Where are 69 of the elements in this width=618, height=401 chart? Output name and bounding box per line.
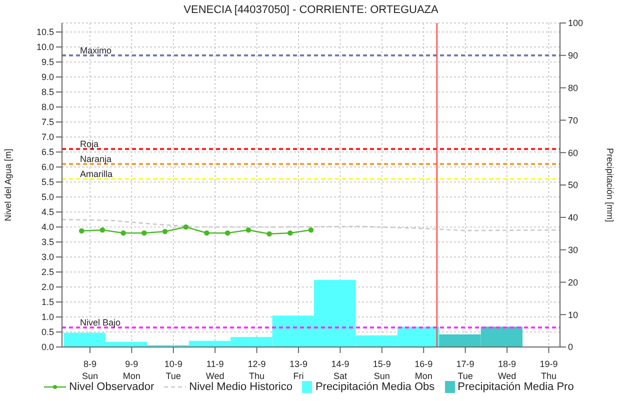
point	[224, 230, 230, 236]
x-tick-label: 10-9 Tue	[164, 359, 182, 381]
x-tick-label: 12-9 Thu	[248, 359, 266, 381]
y-tick-label: 1.0	[41, 312, 54, 322]
point	[142, 230, 147, 236]
x-tick-label: 8-9 Sun	[82, 359, 98, 381]
y2-tick-label: 50	[568, 180, 578, 190]
y-tick-label: 2.5	[41, 267, 54, 278]
y-tick-label: 7.5	[41, 117, 54, 128]
y2-tick-label: 70	[568, 115, 578, 126]
legend-label: Nivel Observador	[68, 381, 154, 393]
x-tick-label: 18-9 Wed	[498, 359, 516, 381]
y-tick-label: 5.5	[41, 177, 54, 188]
y2-tick-label: 20	[568, 277, 578, 288]
point	[120, 230, 126, 236]
y-tick-label: 3.0	[41, 252, 54, 262]
ref-line-label: Amarilla	[80, 169, 113, 179]
y2-tick-label: 0	[568, 342, 574, 352]
point	[287, 230, 293, 236]
y-tick-label: 6.5	[41, 147, 54, 158]
x-tick-label: 16-9 Mon	[414, 359, 433, 381]
x-tick-label: 17-9 Tue	[456, 359, 474, 381]
y-axis-title: Nivel del Agua [m]	[3, 148, 14, 222]
y2-axis-title: Precipitación [mm]	[604, 148, 615, 222]
x-tick-label: 11-9 Wed	[206, 359, 224, 381]
y-tick-label: 7.0	[41, 132, 54, 142]
y2-tick-label: 100	[568, 18, 584, 28]
x-tick-label: 9-9 Mon	[122, 359, 140, 381]
y-tick-label: 8.0	[41, 102, 54, 112]
y-tick-label: 9.0	[41, 72, 54, 82]
ref-line-label: Naranja	[80, 154, 112, 164]
y-tick-label: 10.0	[36, 42, 54, 52]
y-tick-label: 0.0	[41, 342, 54, 352]
x-tick-label: 15-9 Sun	[372, 359, 391, 381]
y2-tick-label: 80	[568, 82, 578, 93]
y-tick-label: 6.0	[41, 162, 54, 172]
y2-tick-label: 90	[568, 50, 578, 61]
x-tick-label: 14-9 Sat	[331, 359, 350, 381]
y-tick-label: 5.0	[41, 192, 54, 202]
ref-line-label: Nivel Bajo	[80, 318, 121, 328]
point	[204, 230, 210, 236]
legend-label: Nivel Medio Historico	[188, 381, 292, 393]
y-tick-label: 10.5	[36, 27, 54, 38]
y-tick-label: 3.5	[41, 237, 54, 248]
ref-line-label: Maximo	[80, 45, 112, 56]
y-tick-label: 4.5	[41, 207, 54, 218]
y2-tick-label: 10	[568, 310, 578, 320]
x-tick-label: 13-9 Fri	[289, 359, 308, 381]
x-tick-label: 19-9 Thu	[540, 359, 558, 381]
point	[246, 227, 252, 233]
chart-title: VENECIA [44037050] - CORRIENTE: ORTEGUAZA	[182, 4, 440, 16]
y-tick-label: 2.0	[41, 282, 54, 292]
point	[100, 227, 106, 233]
y2-tick-label: 60	[568, 148, 578, 158]
ref-line-label: Roja	[80, 139, 99, 149]
y-tick-label: 4.0	[41, 222, 54, 232]
y2-tick-label: 40	[568, 212, 578, 223]
y-tick-label: 1.5	[41, 297, 54, 308]
legend-label: Precipitación Media Obs	[314, 381, 435, 393]
point	[308, 227, 314, 233]
y-tick-label: 9.5	[41, 57, 54, 68]
legend-label: Precipitación Media Pro	[456, 381, 574, 393]
y-tick-label: 8.5	[41, 87, 54, 98]
point	[162, 228, 168, 234]
point	[266, 231, 272, 237]
y2-tick-label: 30	[568, 244, 578, 255]
point	[78, 228, 84, 234]
point	[183, 224, 189, 230]
y-tick-label: 0.5	[41, 327, 54, 338]
